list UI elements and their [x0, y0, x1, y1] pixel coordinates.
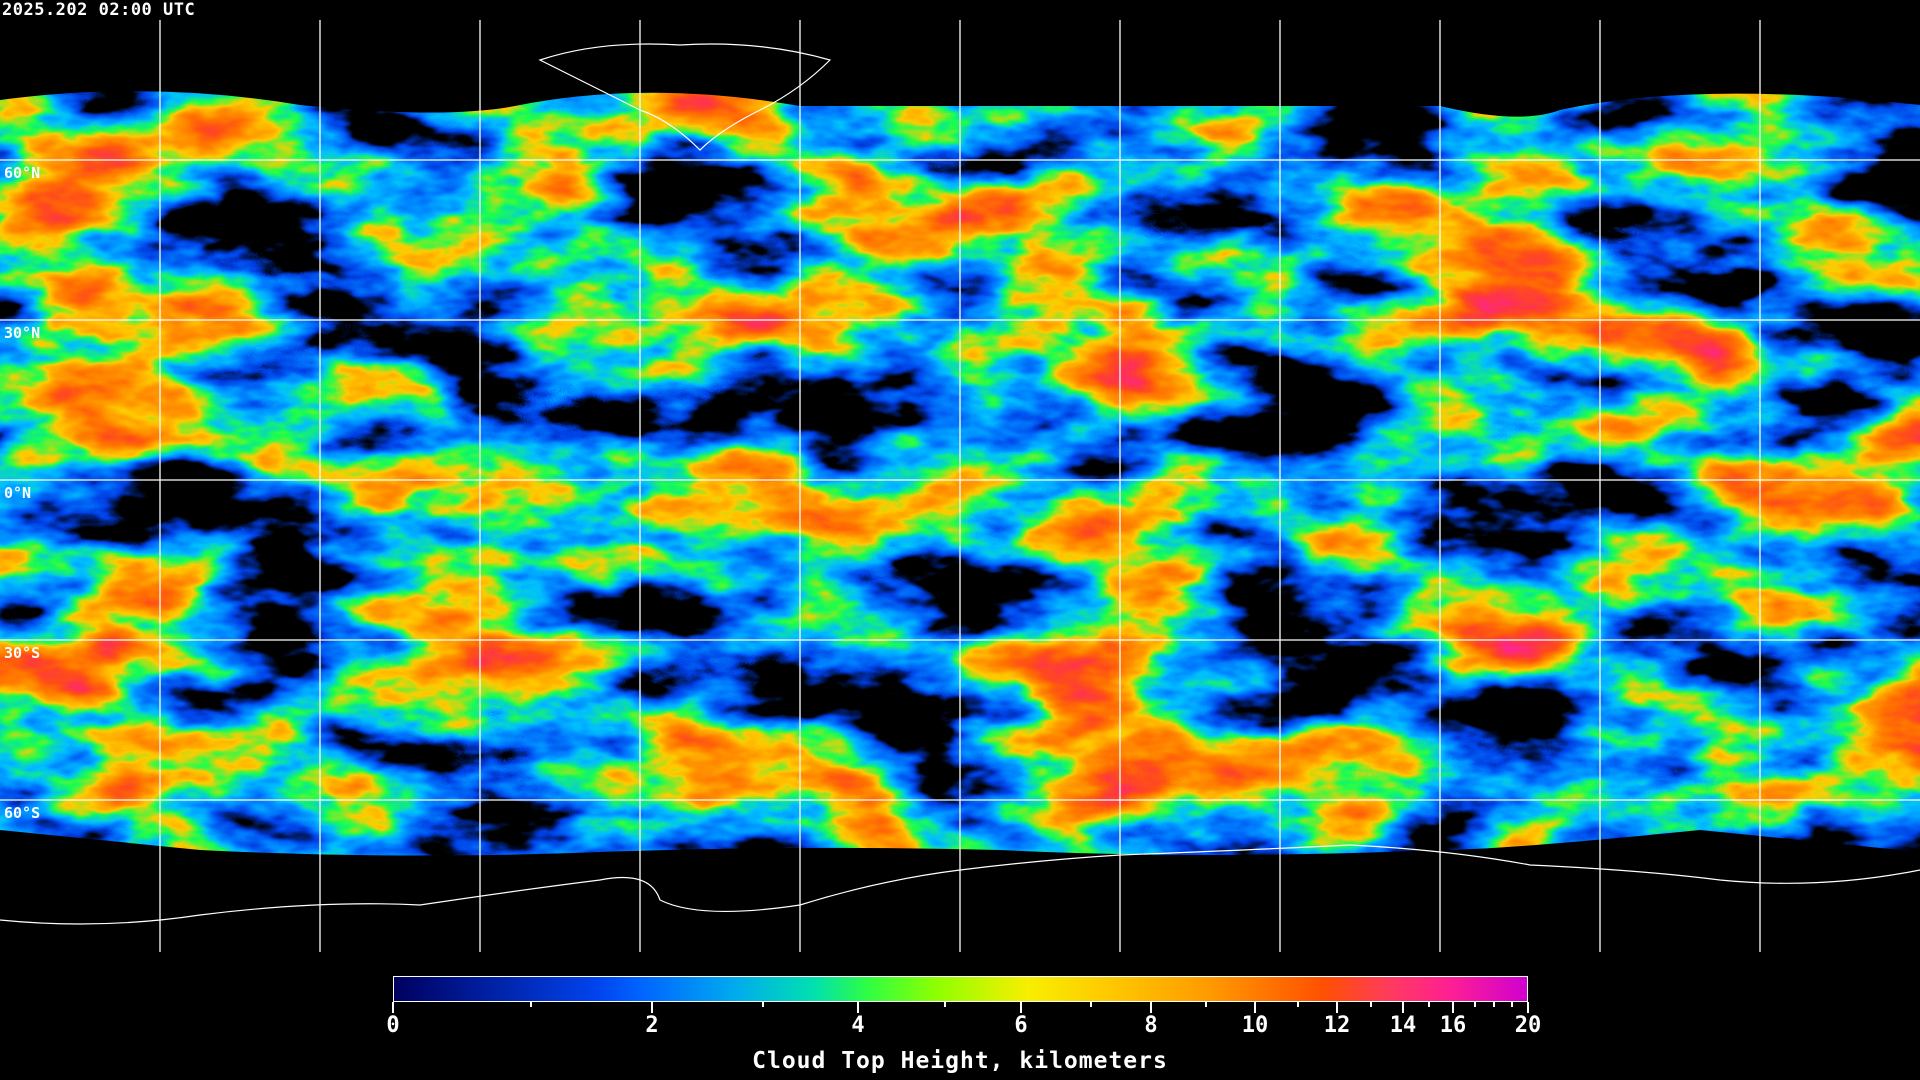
minor-tick [1297, 1002, 1299, 1007]
minor-tick [1370, 1002, 1372, 1007]
major-tick [1254, 1002, 1256, 1013]
major-tick [1402, 1002, 1404, 1013]
major-tick [1020, 1002, 1022, 1013]
colorbar [393, 976, 1528, 1002]
tick-label: 12 [1323, 1013, 1351, 1038]
major-tick [651, 1002, 653, 1013]
major-tick [392, 1002, 394, 1013]
tick-label: 4 [851, 1013, 865, 1038]
minor-tick [530, 1002, 532, 1007]
cloud-top-height-map [0, 20, 1920, 952]
tick-label: 0 [386, 1013, 400, 1038]
tick-label: 20 [1514, 1013, 1542, 1038]
minor-tick [1090, 1002, 1092, 1007]
major-tick [1452, 1002, 1454, 1013]
minor-tick [1428, 1002, 1430, 1007]
minor-tick [1493, 1002, 1495, 1007]
lat-label: 30°N [4, 324, 41, 342]
tick-label: 6 [1014, 1013, 1028, 1038]
minor-tick [1205, 1002, 1207, 1007]
lat-lon-grid [0, 20, 1920, 952]
tick-label: 8 [1144, 1013, 1158, 1038]
lat-label: 60°S [4, 804, 41, 822]
major-tick [1336, 1002, 1338, 1013]
major-tick [1150, 1002, 1152, 1013]
minor-tick [1511, 1002, 1513, 1007]
tick-label: 10 [1241, 1013, 1269, 1038]
colorbar-title: Cloud Top Height, kilometers [752, 1048, 1168, 1074]
timestamp: 2025.202 02:00 UTC [2, 0, 196, 20]
major-tick [1527, 1002, 1529, 1013]
minor-tick [1474, 1002, 1476, 1007]
lat-label: 0°N [4, 484, 32, 502]
minor-tick [944, 1002, 946, 1007]
major-tick [857, 1002, 859, 1013]
coastline-antarctica [0, 844, 1920, 925]
minor-tick [762, 1002, 764, 1007]
lat-label: 30°S [4, 644, 41, 662]
tick-label: 2 [645, 1013, 659, 1038]
lat-label: 60°N [4, 164, 41, 182]
tick-label: 14 [1389, 1013, 1417, 1038]
tick-label: 16 [1439, 1013, 1467, 1038]
